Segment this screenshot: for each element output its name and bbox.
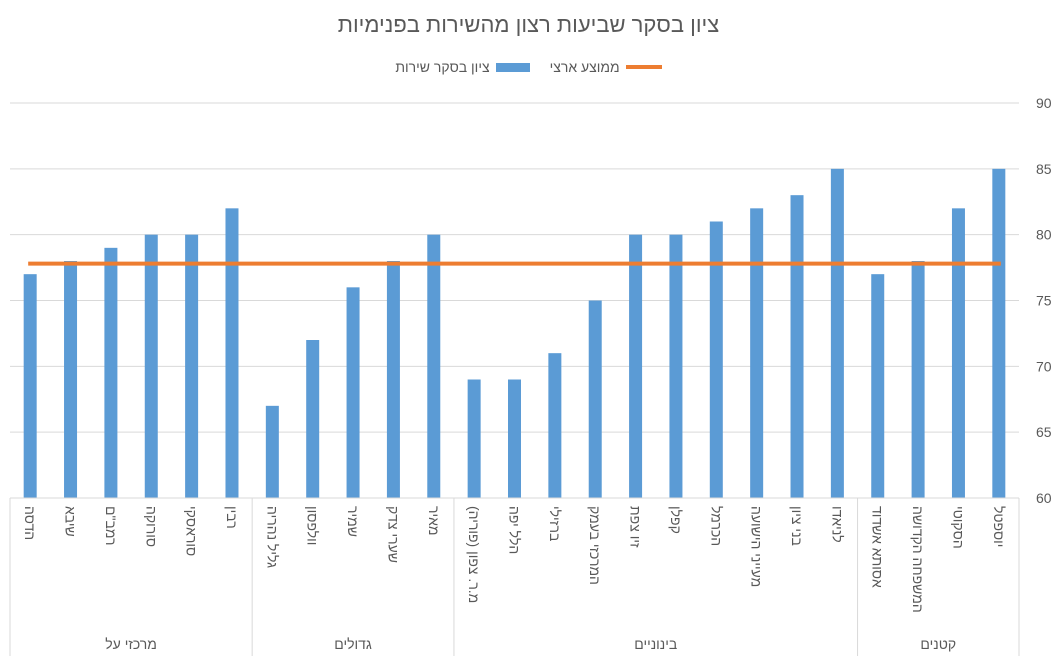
bar bbox=[992, 168, 1006, 499]
x-tick-label: הכרמל bbox=[708, 506, 725, 547]
group-label: גדולים bbox=[334, 636, 372, 652]
bar bbox=[64, 261, 78, 498]
bar bbox=[951, 208, 965, 499]
x-tick-label: שיבא bbox=[62, 506, 79, 537]
x-tick-label: המשפחה הקדושה bbox=[910, 506, 927, 613]
bar bbox=[346, 287, 360, 498]
legend-label: ציון בסקר שירות bbox=[395, 59, 490, 75]
legend-label: ממוצע ארצי bbox=[549, 59, 620, 75]
x-tick-label: בני ציון bbox=[789, 506, 806, 546]
y-tick-label: 90 bbox=[1036, 95, 1052, 111]
x-tick-label: אסותא אשדוד bbox=[869, 506, 886, 588]
bar bbox=[104, 247, 118, 498]
x-tick-label: שערי צדק bbox=[385, 506, 402, 564]
bar bbox=[548, 353, 562, 498]
x-tick-label: קפלן bbox=[667, 506, 684, 534]
x-tick-label: הלל יפה bbox=[506, 506, 523, 555]
x-tick-label: רבין bbox=[223, 506, 240, 529]
legend: ממוצע ארצי ציון בסקר שירות bbox=[0, 59, 1057, 75]
x-tick-label: מאיר bbox=[425, 506, 442, 536]
y-tick-label: 85 bbox=[1036, 161, 1052, 177]
bar bbox=[709, 221, 723, 498]
x-tick-label: זיו צפת bbox=[627, 506, 644, 548]
bar bbox=[508, 379, 521, 498]
bar bbox=[790, 195, 804, 498]
bar bbox=[629, 234, 643, 498]
group-label: קטנים bbox=[920, 636, 957, 652]
bar bbox=[750, 208, 764, 499]
bar bbox=[306, 340, 320, 498]
legend-line-swatch bbox=[625, 65, 662, 69]
chart-title: ציון בסקר שביעות רצון מהשירות בפנימיות bbox=[337, 12, 720, 37]
bar bbox=[669, 234, 683, 498]
y-tick-label: 65 bbox=[1036, 424, 1052, 440]
bar bbox=[871, 274, 885, 498]
y-tick-label: 80 bbox=[1036, 227, 1052, 243]
x-tick-label: לניאדו bbox=[829, 506, 846, 543]
y-tick-label: 70 bbox=[1036, 358, 1052, 374]
bar bbox=[185, 234, 199, 498]
x-tick-label: המרכזי בעמק bbox=[587, 506, 604, 585]
x-tick-label: הדסה bbox=[22, 506, 39, 541]
x-tick-label: סוראסקי bbox=[183, 506, 200, 557]
x-tick-label: יוספטל bbox=[990, 506, 1007, 548]
bar bbox=[144, 234, 158, 498]
x-tick-label: רמב"ם bbox=[102, 506, 119, 546]
x-tick-label: מעייני הישועה bbox=[748, 506, 765, 588]
bar bbox=[467, 379, 481, 498]
x-tick-label: הסקוטי bbox=[950, 506, 967, 549]
bar bbox=[427, 234, 441, 498]
bar bbox=[225, 208, 239, 499]
x-tick-label: גליל נהריה bbox=[264, 506, 281, 569]
y-tick-label: 75 bbox=[1036, 293, 1052, 309]
bar bbox=[23, 274, 37, 498]
bar bbox=[911, 261, 925, 498]
bar bbox=[386, 261, 400, 498]
x-tick-label: שמיר bbox=[345, 506, 362, 537]
legend-bar-swatch bbox=[495, 62, 530, 72]
bar bbox=[588, 300, 602, 498]
x-tick-label: מ.ר. צפון (פוריה) bbox=[466, 506, 483, 604]
bar bbox=[265, 405, 279, 498]
y-tick-label: 60 bbox=[1036, 490, 1052, 506]
x-tick-label: סורוקה bbox=[143, 506, 160, 548]
x-tick-label: וולפסון bbox=[304, 506, 321, 546]
legend-item-line: ממוצע ארצי bbox=[550, 59, 662, 75]
legend-item-bar: ציון בסקר שירות bbox=[395, 59, 530, 75]
group-label: בינוניים bbox=[634, 636, 678, 652]
bar bbox=[830, 168, 844, 499]
x-tick-label: ברזילי bbox=[546, 506, 563, 542]
group-label: מרכזי על bbox=[105, 636, 157, 652]
